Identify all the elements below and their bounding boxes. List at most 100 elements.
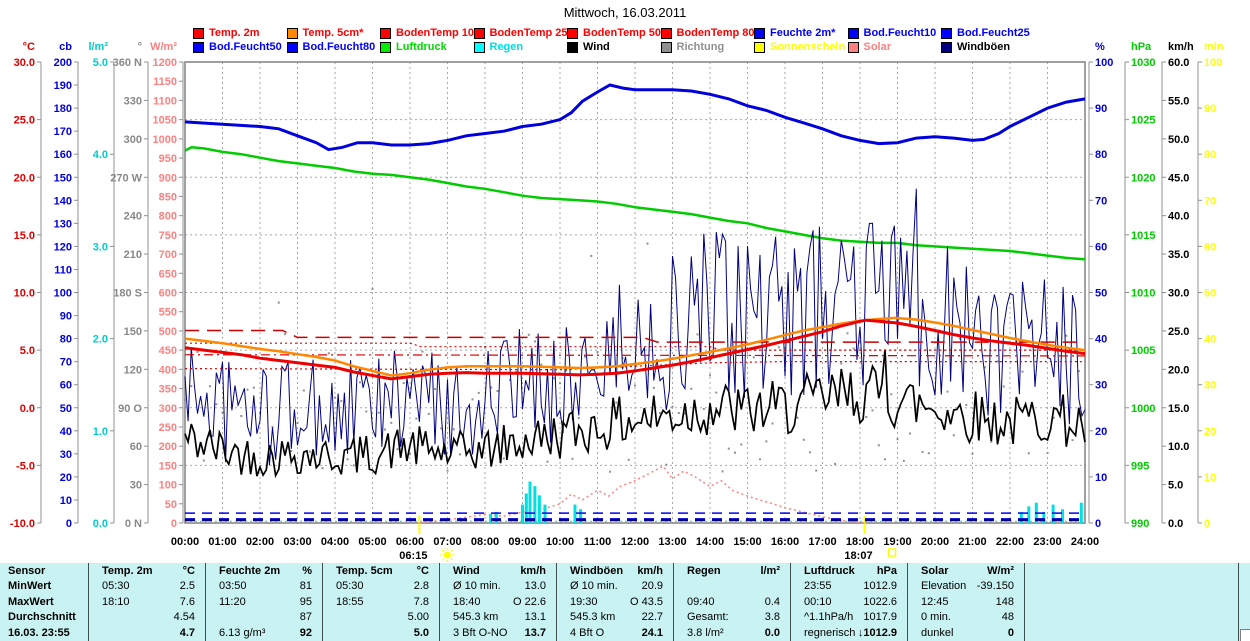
svg-text:1005: 1005 [1131, 345, 1155, 357]
table-right-separator [1238, 563, 1239, 641]
table-cell: 545.3 km 13.1 [439, 609, 556, 625]
table-row-label: 16.03. 23:55 [8, 626, 70, 639]
table-cell: 00:10 1022.6 [790, 594, 907, 610]
table-cell: 5.0 [322, 625, 439, 641]
legend-color-swatch [473, 27, 485, 39]
svg-text:995: 995 [1131, 460, 1149, 472]
legend-color-swatch [567, 41, 578, 53]
svg-text:110: 110 [54, 264, 72, 276]
legend-item-regen: Regen [473, 41, 568, 53]
table-cell: 05:30 2.8 [322, 578, 439, 594]
svg-text:1050: 1050 [153, 115, 177, 127]
table-cell: 545.3 km 22.7 [556, 609, 673, 625]
legend-item-bodentemp-25: BodenTemp 25 [473, 27, 568, 39]
legend-item-temp-2m: Temp. 2m [193, 27, 287, 39]
svg-text:70: 70 [1204, 195, 1216, 207]
legend-color-swatch [660, 27, 672, 39]
resize-grip[interactable] [1240, 629, 1250, 641]
table-header-feuchte-2m: Feuchte 2m% [205, 563, 322, 579]
table-cell: Ø 10 min. 20.9 [556, 578, 673, 594]
svg-text:14:00: 14:00 [696, 536, 724, 548]
table-cell: 0 min. 48 [907, 609, 1024, 625]
svg-text:210: 210 [124, 249, 142, 261]
axis-unit-label: km/h [1168, 41, 1194, 53]
svg-text:10.0: 10.0 [1168, 441, 1189, 453]
axis-: 360 N 330 300 270 W 240 210 180 S 150 120 90 O 60 3… [110, 41, 149, 530]
svg-text:0.0: 0.0 [20, 403, 35, 415]
svg-text:50.0: 50.0 [1168, 134, 1189, 146]
svg-text:300: 300 [124, 134, 142, 146]
legend-label: Richtung [676, 41, 725, 53]
axis-unit-label: W/m² [150, 41, 177, 53]
legend-item-windb-en: Windböen [941, 41, 1035, 53]
svg-text:350: 350 [159, 384, 177, 396]
legend-label: Sonnenschein [770, 41, 846, 53]
svg-text:0: 0 [171, 518, 177, 530]
series-bodentemp25 [184, 354, 1086, 357]
axis-unit-label: ° [138, 41, 142, 53]
svg-text:60: 60 [130, 441, 142, 453]
svg-text:20.0: 20.0 [1168, 364, 1189, 376]
time-axis-labels: 00:00 01:00 02:00 03:00 04:00 05:00 06:00 07:00… [171, 536, 1099, 548]
svg-text:60: 60 [60, 380, 72, 392]
svg-text:50: 50 [165, 499, 177, 511]
svg-text:01:00: 01:00 [208, 536, 236, 548]
table-row-label: Durchschnitt [8, 611, 76, 624]
table-cell: Ø 10 min. 13.0 [439, 578, 556, 594]
svg-text:650: 650 [159, 268, 177, 280]
svg-text:270 W: 270 W [110, 172, 142, 184]
series-temp5cm [184, 316, 1086, 377]
legend-color-swatch [941, 27, 952, 39]
svg-text:30: 30 [130, 480, 142, 492]
legend-item-temp-5cm-: Temp. 5cm* [286, 27, 381, 39]
table-header-filler [1024, 563, 1250, 579]
legend-label: BodenTemp 25 [489, 27, 568, 39]
svg-text:80: 80 [1095, 149, 1107, 161]
axis-Wm: 1200115011001050100095090085080075070065… [150, 41, 184, 530]
legend-item-sonnenschein: Sonnenschein [754, 41, 848, 53]
svg-text:250: 250 [159, 422, 177, 434]
svg-text:25.0: 25.0 [1168, 326, 1189, 338]
svg-text:22:00: 22:00 [996, 536, 1024, 548]
legend-item-bodentemp-80: BodenTemp 80 [660, 27, 755, 39]
series-bodentemp80 [185, 329, 1085, 343]
table-cell-filler [1024, 578, 1250, 594]
series-regen [489, 481, 1083, 523]
chart-gridlines [185, 62, 1085, 523]
table-header-temp-5cm: Temp. 5cm °C [322, 563, 439, 579]
svg-text:850: 850 [159, 191, 177, 203]
svg-text:90: 90 [1204, 103, 1216, 115]
svg-text:17:00: 17:00 [808, 536, 836, 548]
svg-text:18:07: 18:07 [844, 550, 872, 562]
svg-text:19:00: 19:00 [883, 536, 911, 548]
table-cell: 3 Bft O-NO 13.7 [439, 625, 556, 641]
svg-text:90 O: 90 O [118, 403, 142, 415]
svg-text:07:00: 07:00 [433, 536, 461, 548]
weather-chart: 30.025.020.015.010.05.00.0-5.0-10.0°C200… [10, 41, 1224, 562]
legend-label: BodenTemp 50 [583, 27, 662, 39]
svg-text:70: 70 [60, 357, 72, 369]
legend-color-swatch [567, 27, 578, 39]
svg-text:160: 160 [54, 149, 72, 161]
svg-text:30: 30 [60, 449, 72, 461]
svg-text:15:00: 15:00 [733, 536, 761, 548]
table-cell: Elevation -39.150 [907, 578, 1024, 594]
svg-text:800: 800 [159, 211, 177, 223]
axis-kmh: 60.0 55.0 50.0 45.0 40.0 35.0 30.0 25.0 20.0 15.0… [1161, 41, 1194, 530]
svg-text:40: 40 [60, 426, 72, 438]
legend-item-bod-feucht50: Bod.Feucht50 [193, 41, 287, 53]
svg-text:1025: 1025 [1131, 115, 1155, 127]
legend-label: Windböen [957, 41, 1011, 53]
svg-text:80: 80 [1204, 149, 1216, 161]
legend-item-feuchte-2m-: Feuchte 2m* [754, 27, 848, 39]
svg-text:330: 330 [124, 95, 142, 107]
table-cell: 09:40 0.4 [673, 594, 790, 610]
legend-label: Bod.Feucht50 [209, 41, 282, 53]
svg-text:1000: 1000 [153, 134, 177, 146]
legend-item-solar: Solar [847, 41, 942, 53]
svg-text:900: 900 [159, 172, 177, 184]
svg-text:50: 50 [60, 403, 72, 415]
legend-label: Bod.Feucht10 [863, 27, 937, 39]
